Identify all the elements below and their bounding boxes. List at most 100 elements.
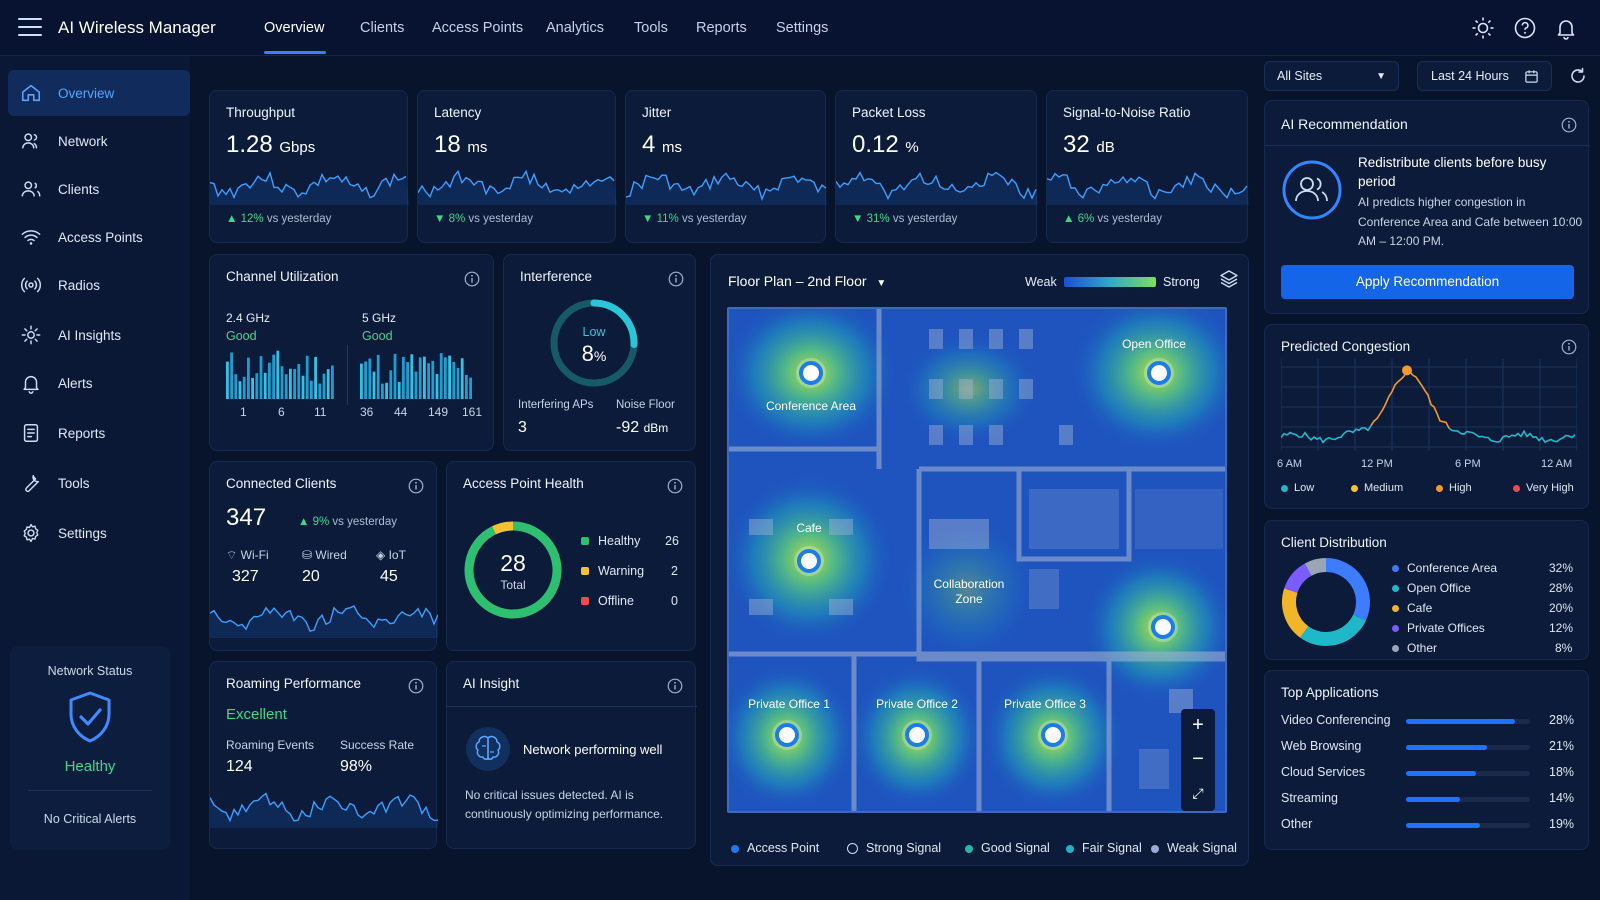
channel-utilization-bars [226,350,472,399]
info-icon[interactable] [1561,117,1577,133]
sun-icon[interactable] [1471,16,1495,40]
channel-bar [402,356,405,399]
x-tick: 6 PM [1455,458,1481,470]
info-icon[interactable] [408,478,424,494]
info-icon[interactable] [668,271,684,287]
tab-clients[interactable]: Clients [360,20,405,36]
access-point-marker[interactable] [799,361,823,385]
access-point-marker[interactable] [1151,615,1175,639]
date-range-select[interactable]: Last 24 Hours [1417,61,1552,91]
channel-bar [465,374,468,399]
channel-bar [280,366,284,399]
menu-icon[interactable] [18,18,42,38]
client-wired-count: 20 [302,568,320,585]
kpi-card-throughput[interactable]: Throughput 1.28 Gbps ▲ 12% vs yesterday [209,90,409,243]
channel-bar [297,363,301,399]
sidebar-item-tools[interactable]: Tools [8,460,190,506]
dist-legend-open-office: Open Office [1392,581,1471,595]
info-icon[interactable] [667,478,683,494]
floor-plan-map[interactable]: Conference Area Open Office Cafe Collabo… [727,307,1227,813]
card-title: Connected Clients [226,476,337,491]
sparkline-area [626,173,827,205]
info-icon[interactable] [1561,339,1577,355]
sidebar-item-network[interactable]: Network [8,118,190,164]
bell-icon[interactable] [1554,16,1578,40]
bell-icon [23,375,39,394]
zoom-in-button[interactable]: + [1181,709,1215,743]
refresh-icon[interactable] [1569,67,1587,85]
floor-selector[interactable]: Floor Plan – 2nd Floor ▼ [728,273,887,289]
layers-icon[interactable] [1219,269,1239,289]
apply-recommendation-button[interactable]: Apply Recommendation [1281,265,1574,299]
access-point-marker[interactable] [1147,361,1171,385]
access-point-marker[interactable] [797,549,821,573]
sidebar-item-settings[interactable]: Settings [8,510,190,556]
sparkline-area [1047,173,1249,205]
tick-label: 161 [462,405,483,419]
channel-bar [272,354,275,399]
sidebar-item-access-points[interactable]: Access Points [8,214,190,260]
access-point-marker[interactable] [775,723,799,747]
divider [447,706,697,707]
sidebar-item-radios[interactable]: Radios [8,262,190,308]
kpi-value: 0.12 % [852,131,919,158]
trend-up-icon: ▲ [226,213,238,225]
weak-signal-swatch [1151,844,1159,853]
active-tab-indicator [264,51,326,54]
client-type-wired: ⛁ Wired [302,548,347,562]
info-icon[interactable] [408,678,424,694]
sidebar-item-clients[interactable]: Clients [8,166,190,212]
info-icon[interactable] [667,678,683,694]
donut-slice-conference-area [1325,558,1370,621]
sidebar-item-alerts[interactable]: Alerts [8,360,190,406]
access-point-marker[interactable] [1041,723,1065,747]
site-select[interactable]: All Sites ▼ [1264,61,1399,91]
kpi-value: 32 dB [1063,131,1115,158]
ap-total-label: Total [500,578,526,592]
help-icon[interactable] [1513,16,1537,40]
strong-signal-swatch [847,843,858,855]
access-point-marker[interactable] [905,723,929,747]
tab-tools[interactable]: Tools [634,20,668,36]
fullscreen-icon[interactable]: ⤢ [1181,777,1215,811]
other-swatch [1392,645,1399,653]
channel-bar [284,374,288,399]
channel-bar [226,361,229,399]
tab-settings[interactable]: Settings [776,20,829,36]
tab-access-points[interactable]: Access Points [432,20,524,36]
tab-analytics[interactable]: Analytics [546,20,605,36]
donut-slice-other [1304,558,1327,576]
tab-reports[interactable]: Reports [696,20,747,36]
client-type-iot: ◈ IoT [376,548,406,562]
channel-bar [456,367,460,399]
card-title: Client Distribution [1281,535,1387,550]
app-value-other: 19% [1549,817,1575,831]
dist-legend-private-offices: Private Offices [1392,621,1485,635]
app-value-streaming: 14% [1549,791,1575,805]
kpi-card-latency[interactable]: Latency 18 ms ▼ 8% vs yesterday [417,90,617,243]
sidebar-item-reports[interactable]: Reports [8,410,190,456]
divider [28,790,152,791]
roaming-events-label: Roaming Events [226,738,315,752]
kpi-card-packet-loss[interactable]: Packet Loss 0.12 % ▼ 31% vs yesterday [835,90,1038,243]
healthy-swatch [581,537,589,545]
sparkline-line [418,169,615,199]
roaming-status: Excellent [226,706,287,723]
zoom-out-button[interactable]: − [1181,743,1215,777]
kpi-card-jitter[interactable]: Jitter 4 ms ▼ 11% vs yesterday [625,90,827,243]
card-title: Channel Utilization [226,269,339,284]
sidebar-item-overview[interactable]: Overview [8,70,190,116]
info-icon[interactable] [464,271,480,287]
trend-up-icon: ▲ [298,516,310,528]
channel-bar [318,383,322,399]
card-title: Top Applications [1281,685,1379,700]
sidebar-item-ai-insights[interactable]: AI Insights [8,312,190,358]
legend-fair-signal: Fair Signal [1066,841,1142,855]
wrench-icon [25,474,40,493]
chevron-down-icon: ▼ [1376,70,1386,82]
tab-overview[interactable]: Overview [264,20,325,36]
recommendation-headline: Redistribute clients before busy period [1358,155,1547,189]
gear-icon [23,523,39,543]
donut-slice-warning [491,521,514,535]
kpi-card-snr[interactable]: Signal-to-Noise Ratio 32 dB ▲ 6% vs yest… [1046,90,1249,243]
